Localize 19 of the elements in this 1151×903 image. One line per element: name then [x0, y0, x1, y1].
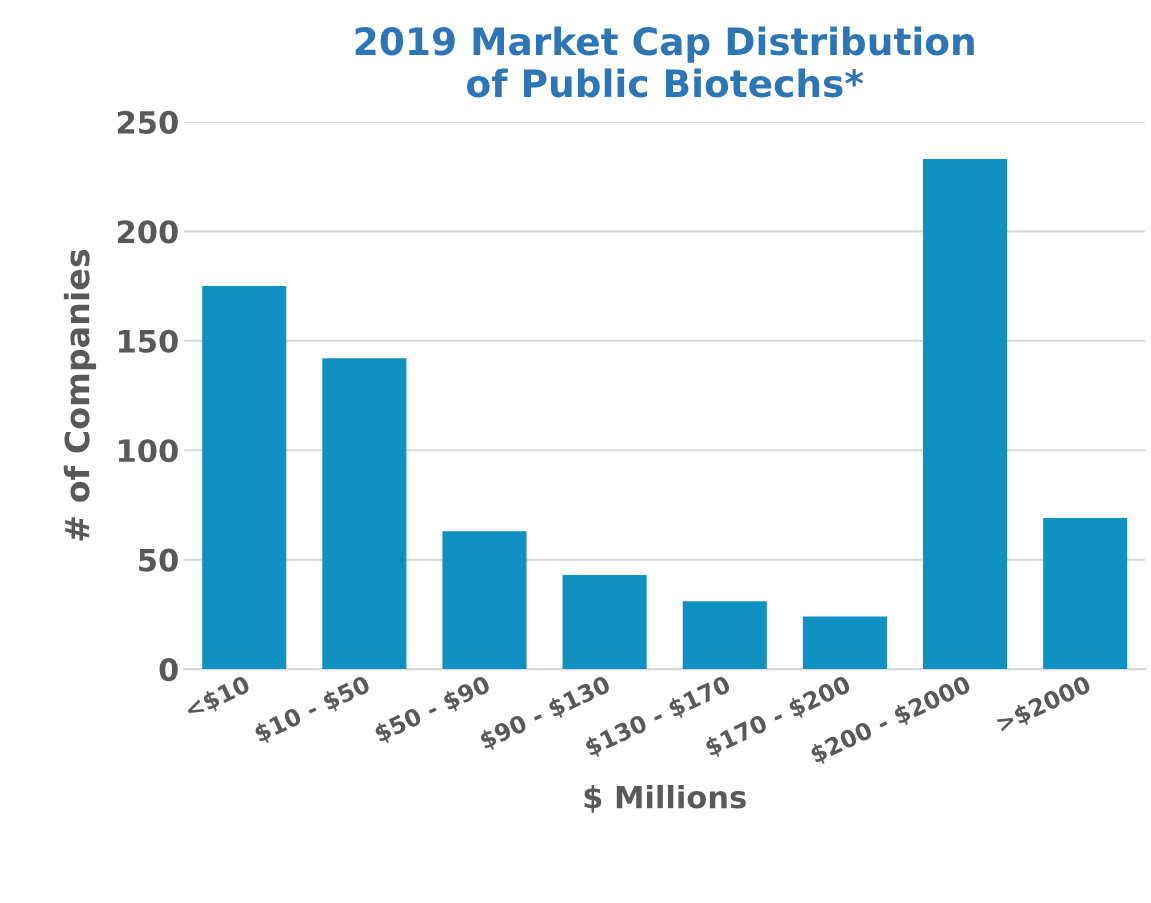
bar [682, 601, 767, 670]
x-tick-label: <$10 [183, 674, 253, 722]
y-tick-label: 50 [139, 548, 178, 572]
bar [322, 358, 407, 670]
bar [802, 616, 887, 670]
x-tick-label: $10 - $50 [252, 674, 373, 746]
bar [442, 531, 527, 670]
x-axis-title: $ Millions [584, 784, 746, 813]
y-axis-title: # of Companies [63, 249, 97, 541]
y-tick-label: 100 [118, 439, 178, 463]
y-tick-label: 250 [117, 110, 178, 134]
chart-title: 2019 Market Cap Distribution of Public Biotechs* [355, 26, 974, 98]
bar [202, 286, 287, 670]
y-tick-label: 200 [117, 220, 178, 244]
bar [1043, 518, 1128, 670]
y-tick-label: 0 [159, 658, 178, 682]
bar [562, 575, 647, 670]
y-tick-label: 150 [118, 329, 178, 353]
bar [922, 159, 1008, 670]
